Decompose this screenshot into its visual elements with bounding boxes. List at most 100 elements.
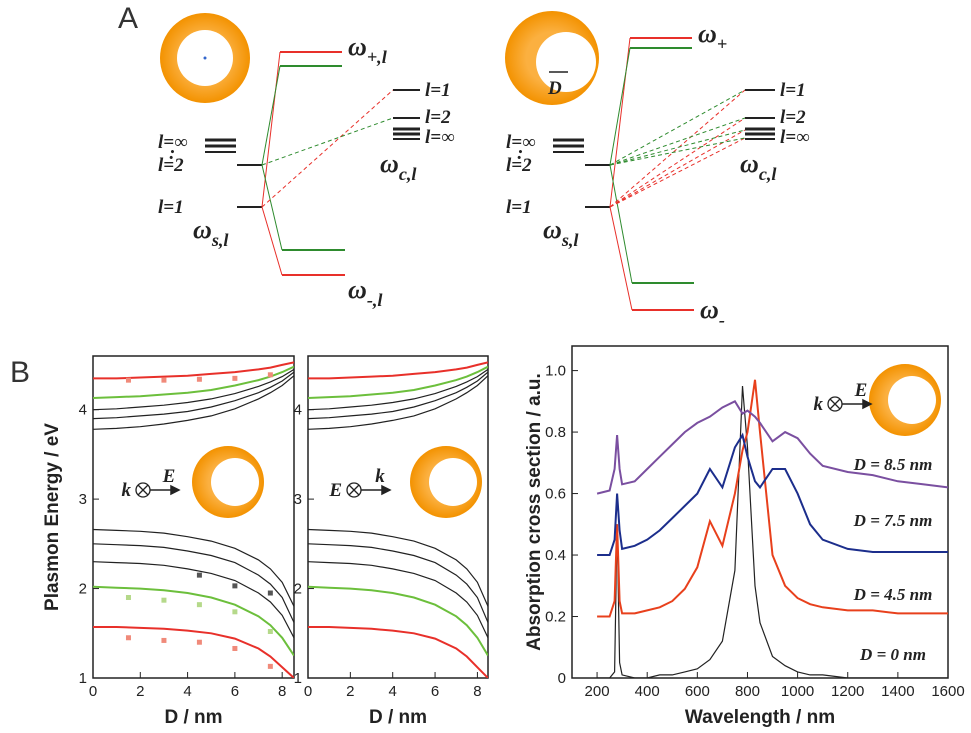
y-tick-label: 3 <box>294 491 302 508</box>
x-tick-label: 200 <box>585 683 610 700</box>
y-tick-label: 3 <box>79 491 87 508</box>
direction-symbol <box>138 485 148 495</box>
level-label: l=1 <box>425 80 451 101</box>
direction-arrow <box>842 400 871 408</box>
y-tick-label: 0.2 <box>545 609 566 626</box>
data-point <box>126 378 131 383</box>
series-line <box>597 435 948 555</box>
omega-label: ω- <box>700 295 725 330</box>
x-tick-label: 600 <box>685 683 710 700</box>
omega-label: ωs,l <box>193 215 229 250</box>
panel-label: B <box>10 356 30 389</box>
series-line <box>93 367 294 398</box>
y-tick-label: 4 <box>294 402 302 419</box>
x-tick-label: 1000 <box>781 683 814 700</box>
symbol: ω <box>740 149 759 178</box>
x-axis-label: D / nm <box>369 707 427 728</box>
series-label: D = 4.5 nm <box>853 585 933 604</box>
y-tick-label: 0 <box>558 670 566 687</box>
series-line <box>308 367 488 398</box>
y-tick-label: 2 <box>294 581 302 598</box>
crescent-core <box>211 458 259 506</box>
omega-label: ωc,l <box>740 149 777 184</box>
series-line <box>308 627 488 678</box>
omega-label: ωc,l <box>380 149 417 184</box>
symbol: ω <box>700 295 719 324</box>
y-tick-label: 0.4 <box>545 547 566 564</box>
y-axis-label: Absorption cross section / a.u. <box>524 373 545 651</box>
annotation: E <box>162 466 176 487</box>
data-point <box>197 573 202 578</box>
offset-label: D <box>547 78 562 99</box>
data-point <box>268 591 273 596</box>
subscript: +,l <box>367 47 388 67</box>
x-tick-label: 1400 <box>881 683 914 700</box>
direction-symbol <box>349 485 359 495</box>
figure: A l=1 l=2 l=∞ : ωs,l ω+,l ω-,l l=1 l=2 l… <box>0 0 971 733</box>
data-point <box>197 377 202 382</box>
data-point <box>126 635 131 640</box>
direction-arrow <box>150 486 179 494</box>
y-tick-label: 1.0 <box>545 363 566 380</box>
symbol: ω <box>348 275 367 304</box>
series-line <box>93 362 294 378</box>
x-tick-label: 4 <box>389 683 397 700</box>
direction-symbol <box>830 399 840 409</box>
symbol: ω <box>543 215 562 244</box>
y-axis-label: Plasmon Energy / eV <box>42 423 63 611</box>
series-label: D = 7.5 nm <box>853 511 933 530</box>
level-label: l=1 <box>506 197 532 218</box>
page: body{margin:0;background:#fff;width:971p… <box>0 0 971 733</box>
subscript: c,l <box>759 164 778 184</box>
body: A l=1 l=2 l=∞ : ωs,l ω+,l ω-,l l=1 l=2 l… <box>0 0 971 733</box>
omega-label: ω-,l <box>348 275 383 310</box>
x-tick-label: 8 <box>473 683 481 700</box>
ellipsis: : <box>169 143 175 164</box>
omega-label: ω+,l <box>348 32 388 67</box>
direction-arrow <box>361 486 390 494</box>
x-tick-label: 4 <box>183 683 191 700</box>
data-point <box>197 640 202 645</box>
data-point <box>126 595 131 600</box>
x-tick-label: 1600 <box>931 683 964 700</box>
omega-label: ω+ <box>698 19 727 54</box>
data-point <box>232 646 237 651</box>
annotation: E <box>854 380 868 401</box>
level-label: l=1 <box>158 197 184 218</box>
center-dot <box>204 57 207 60</box>
level-label: l=∞ <box>780 127 810 148</box>
data-point <box>268 629 273 634</box>
subscript: s,l <box>211 230 230 250</box>
x-tick-label: 6 <box>431 683 439 700</box>
level-label: l=1 <box>780 80 806 101</box>
y-tick-label: 1 <box>79 670 87 687</box>
y-tick-label: 4 <box>79 402 87 419</box>
x-tick-label: 2 <box>136 683 144 700</box>
data-point <box>197 602 202 607</box>
level-label: l=2 <box>780 107 806 128</box>
annotation: k <box>122 480 132 501</box>
data-point <box>268 664 273 669</box>
subscript: - <box>719 310 725 330</box>
symbol: ω <box>698 19 717 48</box>
series-label: D = 8.5 nm <box>853 455 933 474</box>
plot-frame <box>93 356 294 678</box>
data-point <box>232 583 237 588</box>
series-line <box>308 362 488 378</box>
series-line <box>93 627 294 678</box>
crescent-core <box>888 376 936 424</box>
subscript: -,l <box>367 290 384 310</box>
x-tick-label: 1200 <box>831 683 864 700</box>
data-point <box>161 598 166 603</box>
ellipsis: : <box>517 143 523 164</box>
symbol: ω <box>348 32 367 61</box>
subscript: s,l <box>561 230 580 250</box>
data-point <box>161 378 166 383</box>
x-tick-label: 0 <box>89 683 97 700</box>
level-label: l=∞ <box>425 127 455 148</box>
x-tick-label: 400 <box>635 683 660 700</box>
symbol: ω <box>380 149 399 178</box>
data-point <box>161 638 166 643</box>
series-line <box>93 544 294 623</box>
crescent-core <box>429 458 477 506</box>
